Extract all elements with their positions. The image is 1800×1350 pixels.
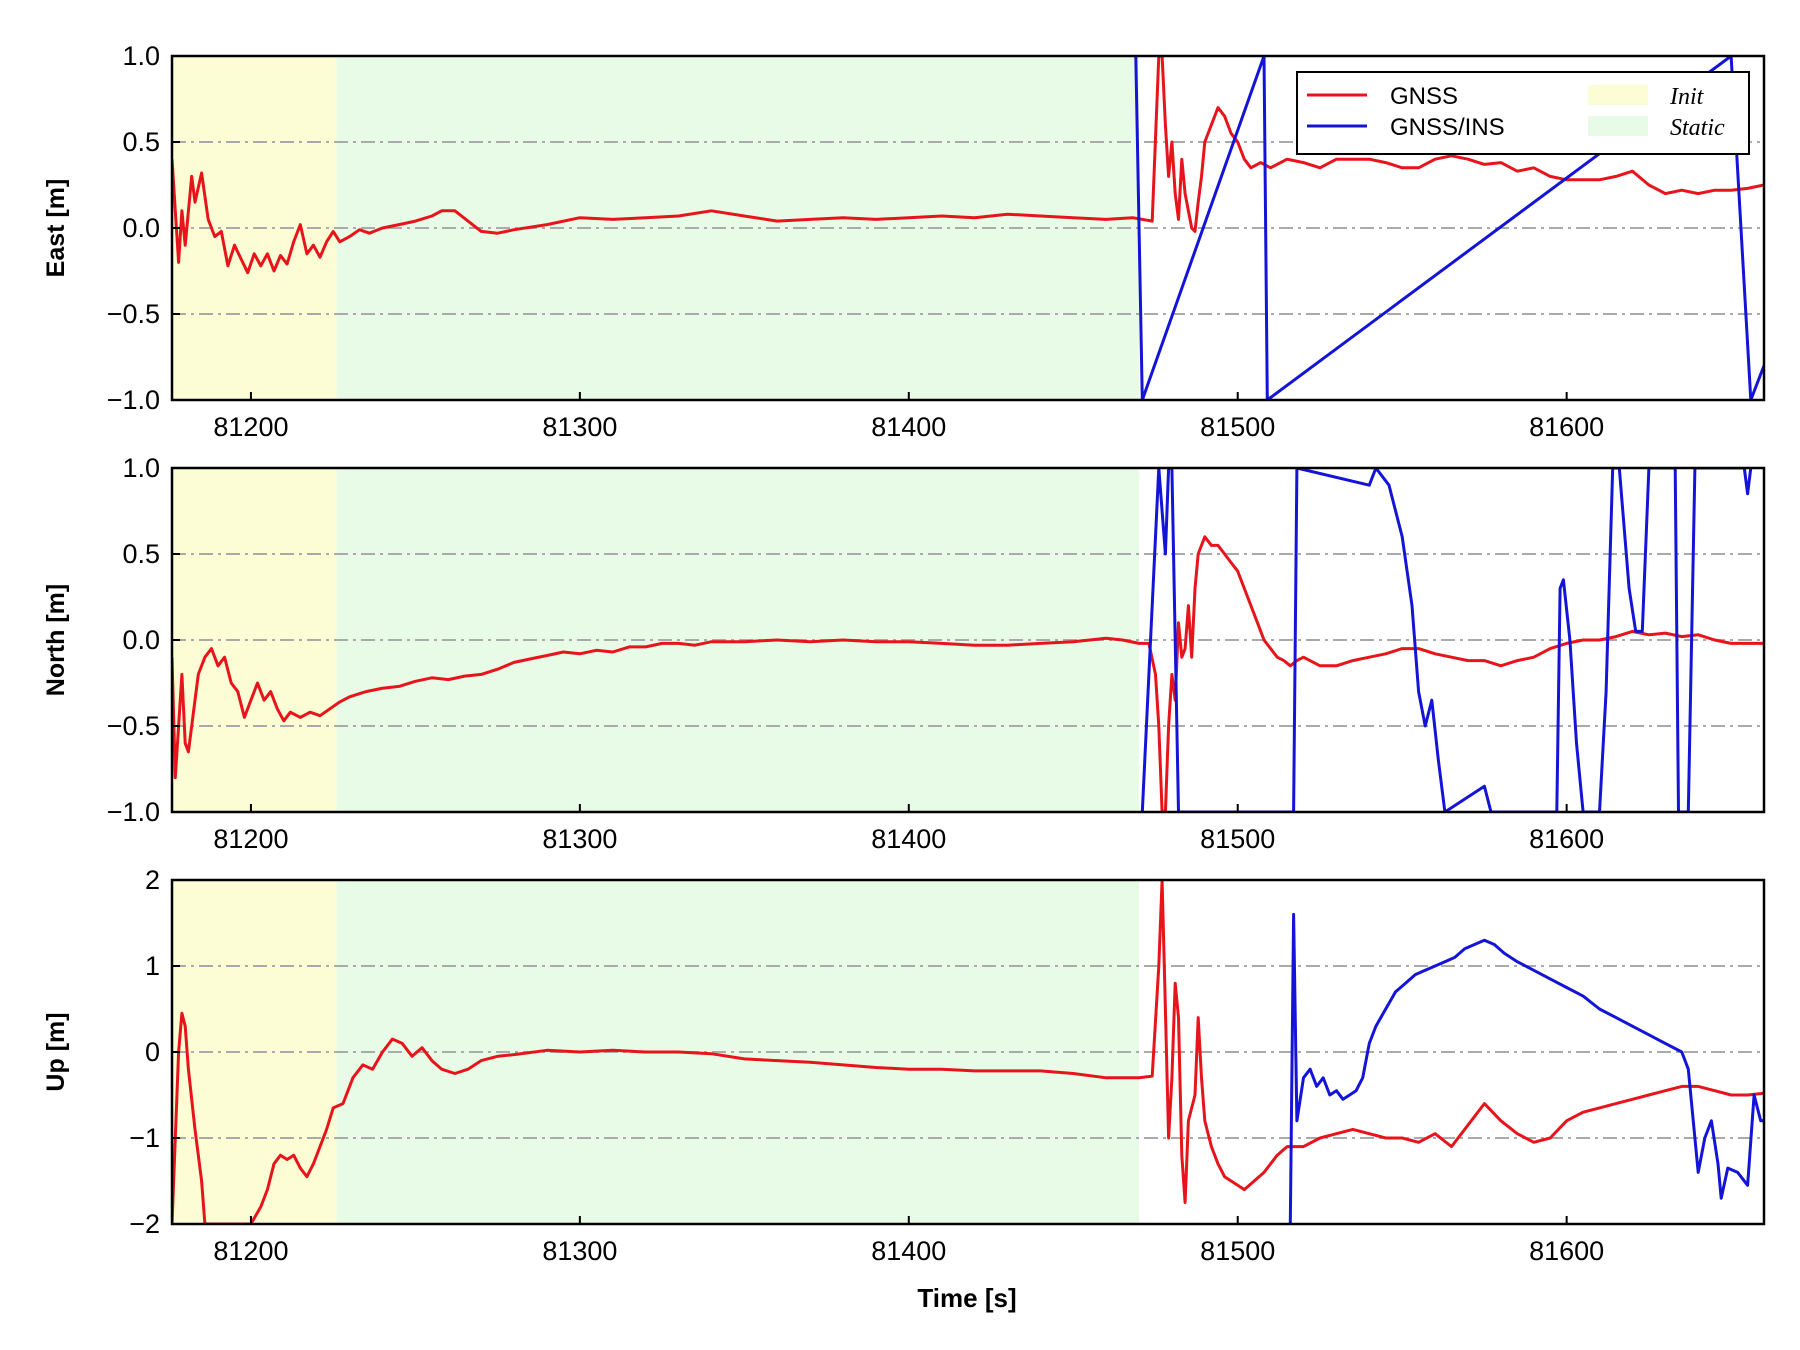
y-tick-label: 1 — [145, 951, 160, 981]
up-panel: 81200 81300 81400 81500 81600 −2 −1 0 1 2 Up [m] — [42, 865, 1766, 1266]
y-tick-label: 1.0 — [122, 453, 160, 483]
gnss-ins-line — [1288, 912, 1764, 1224]
x-tick-label: 81200 — [213, 412, 288, 442]
legend-gnss-ins-label: GNSS/INS — [1390, 114, 1505, 141]
x-tick-label: 81400 — [871, 1236, 946, 1266]
x-tick-label: 81400 — [871, 824, 946, 854]
gnss-ins-line — [1140, 468, 1753, 812]
gnss-line — [172, 880, 1764, 1224]
y-tick-label: 0.5 — [122, 539, 160, 569]
x-tick-label: 81500 — [1200, 412, 1275, 442]
gnss-line — [172, 56, 1764, 275]
y-tick-label: −1.0 — [107, 797, 160, 827]
north-panel: 81200 81300 81400 81500 81600 −1.0 −0.5 0.0 0.5 1… — [42, 453, 1766, 854]
y-tick-label: 0 — [145, 1037, 160, 1067]
legend-init-swatch — [1588, 85, 1648, 105]
legend-static-label: Static — [1670, 115, 1725, 141]
y-tick-label: −2 — [129, 1209, 160, 1239]
legend: GNSS GNSS/INS Init Static — [1296, 71, 1750, 155]
y-tick-label: 1.0 — [122, 41, 160, 71]
x-tick-label: 81300 — [542, 412, 617, 442]
y-tick-label: 0.5 — [122, 127, 160, 157]
y-tick-label: −0.5 — [107, 299, 160, 329]
y-tick-label: −1 — [129, 1123, 160, 1153]
x-tick-label: 81300 — [542, 1236, 617, 1266]
x-tick-label: 81300 — [542, 824, 617, 854]
x-tick-label: 81500 — [1200, 824, 1275, 854]
legend-frame — [1296, 71, 1750, 155]
y-tick-label: 0.0 — [122, 625, 160, 655]
legend-gnss-label: GNSS — [1390, 83, 1458, 110]
y-axis-label: Up [m] — [42, 1012, 70, 1091]
y-tick-label: −1.0 — [107, 385, 160, 415]
y-axis-label: East [m] — [42, 179, 70, 278]
legend-init-label: Init — [1669, 84, 1705, 110]
x-tick-label: 81600 — [1529, 412, 1604, 442]
east-panel: 81200 81300 81400 81500 81600 −1.0 −0.5 0.0 0.5 1… — [42, 41, 1766, 442]
x-tick-label: 81600 — [1529, 824, 1604, 854]
y-tick-label: 0.0 — [122, 213, 160, 243]
x-tick-label: 81200 — [213, 824, 288, 854]
y-tick-label: 2 — [145, 865, 160, 895]
x-tick-label: 81500 — [1200, 1236, 1275, 1266]
x-axis-label: Time [s] — [917, 1283, 1016, 1313]
gnss-line — [172, 535, 1764, 812]
y-axis-label: North [m] — [42, 584, 70, 696]
legend-static-swatch — [1588, 116, 1648, 136]
x-tick-label: 81400 — [871, 412, 946, 442]
x-tick-label: 81600 — [1529, 1236, 1604, 1266]
y-tick-label: −0.5 — [107, 711, 160, 741]
x-tick-label: 81200 — [213, 1236, 288, 1266]
